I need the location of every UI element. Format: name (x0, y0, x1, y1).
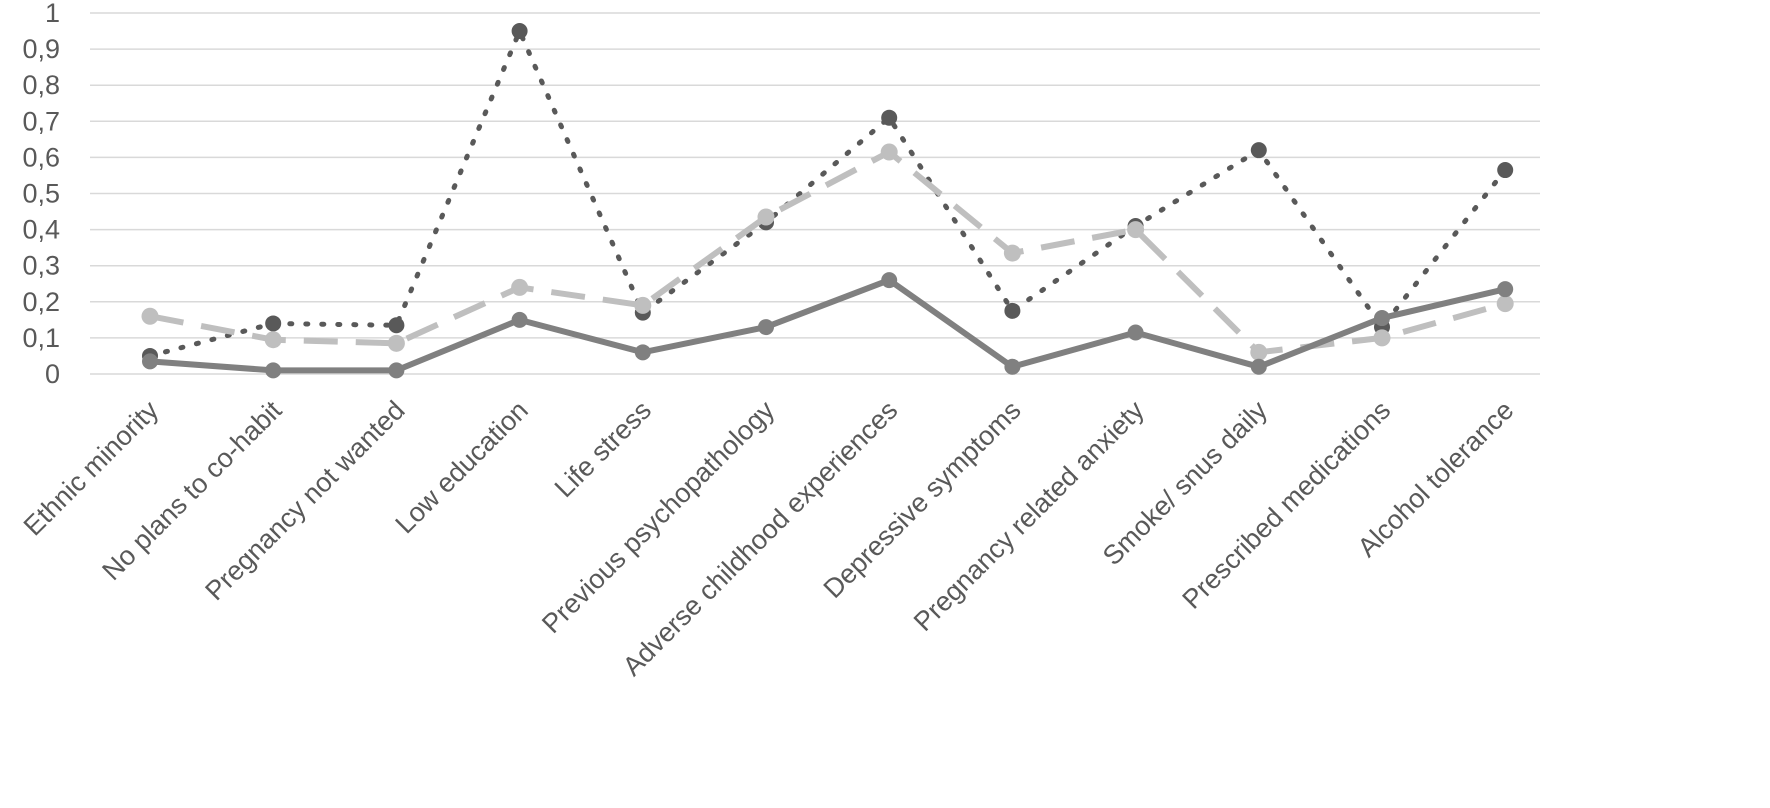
y-tick-label: 0,1 (22, 323, 60, 353)
x-tick-label: Previous psychopathology (536, 395, 780, 639)
y-tick-label: 0 (45, 359, 60, 389)
y-tick-label: 0,7 (22, 106, 60, 136)
series-solid (142, 272, 1514, 379)
data-point (1497, 162, 1514, 179)
y-tick-label: 0,8 (22, 70, 60, 100)
data-point (1127, 221, 1145, 239)
gridlines (90, 12, 1540, 375)
data-point (1373, 329, 1391, 347)
x-tick-label: Life stress (549, 395, 657, 503)
data-point (1004, 358, 1021, 375)
data-point (265, 315, 282, 332)
x-tick-label: Prescribed medications (1177, 395, 1397, 615)
data-point (388, 362, 405, 379)
data-point (1374, 310, 1390, 327)
x-tick-label: Pregnancy not wanted (199, 395, 410, 606)
x-tick-label: Pregnancy related anxiety (908, 395, 1150, 637)
data-point (758, 319, 774, 336)
data-point (880, 143, 898, 161)
data-point (1496, 295, 1514, 313)
series-line (149, 149, 1507, 356)
data-point (511, 278, 529, 296)
y-tick-label: 0,2 (22, 287, 60, 317)
y-tick-label: 1 (45, 0, 60, 28)
x-tick-label: Depressive symptoms (818, 395, 1027, 604)
y-tick-label: 0,4 (22, 215, 60, 245)
data-point (634, 296, 652, 314)
series-dashed (141, 143, 1514, 361)
data-point (265, 362, 282, 379)
y-tick-label: 0,9 (22, 34, 60, 64)
x-tick-label: Adverse childhood experiences (617, 395, 904, 682)
data-point (881, 272, 898, 289)
series-line (147, 277, 1509, 374)
data-point (387, 334, 405, 352)
data-point (1004, 302, 1021, 319)
data-point (264, 331, 282, 349)
data-point (1250, 358, 1267, 375)
data-point (388, 317, 405, 334)
data-point (1497, 281, 1514, 298)
data-point (511, 23, 528, 40)
data-point (1127, 324, 1144, 341)
y-tick-label: 0,3 (22, 251, 60, 281)
data-point (757, 208, 775, 226)
data-point (1250, 343, 1268, 361)
series-lines (141, 23, 1514, 379)
x-tick-label: Low education (389, 395, 533, 539)
y-tick-label: 0,5 (22, 179, 60, 209)
data-point (1250, 142, 1267, 159)
data-point (634, 344, 651, 361)
data-point (142, 353, 158, 370)
data-point (141, 307, 159, 325)
y-axis-tick-labels: 0 0,1 0,2 0,3 0,4 0,5 0,6 0,7 0,8 0,9 1 (22, 0, 60, 389)
data-point (881, 109, 898, 126)
data-point (511, 311, 528, 328)
data-point (1003, 244, 1021, 262)
y-tick-label: 0,6 (22, 142, 60, 172)
